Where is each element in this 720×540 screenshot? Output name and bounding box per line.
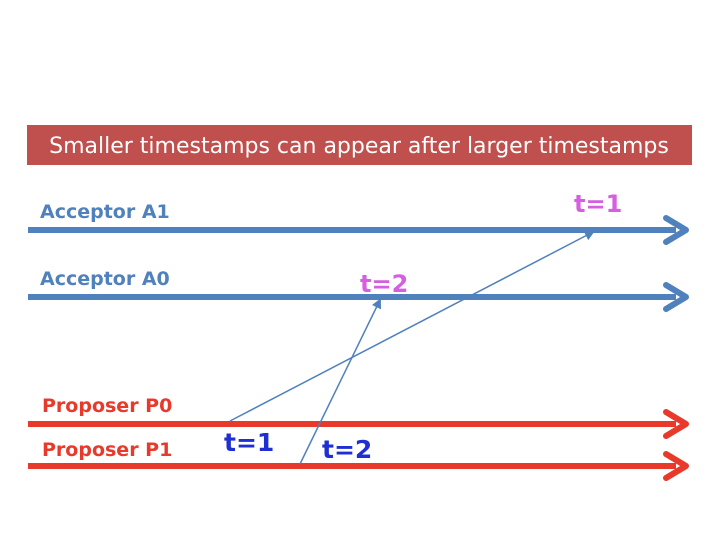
banner-text: Smaller timestamps can appear after larg…	[49, 134, 669, 159]
received-timestamp-a0: t=2	[360, 270, 408, 298]
arrowhead-proposer-p0	[663, 409, 689, 439]
banner: Smaller timestamps can appear after larg…	[27, 125, 692, 165]
banner-background	[27, 125, 692, 165]
message-p0-to-a1: t=1 t=1	[224, 190, 622, 457]
lane-label-acceptor-a1: Acceptor A1	[40, 201, 170, 223]
lane-label-proposer-p1: Proposer P1	[42, 439, 172, 461]
lane-label-proposer-p0: Proposer P0	[42, 395, 172, 417]
message-arrow-p0-to-a1	[229, 231, 595, 422]
sent-timestamp-p0: t=1	[224, 428, 274, 457]
arrowhead-acceptor-a1	[663, 215, 689, 245]
lane-label-acceptor-a0: Acceptor A0	[40, 268, 170, 290]
sent-timestamp-p1: t=2	[322, 435, 372, 464]
arrowhead-proposer-p1	[663, 451, 689, 481]
lane-proposer-p0: Proposer P0	[28, 395, 689, 439]
lane-acceptor-a1: Acceptor A1	[28, 201, 689, 245]
lane-acceptor-a0: Acceptor A0	[28, 268, 689, 312]
received-timestamp-a1: t=1	[574, 190, 622, 218]
message-arrow-p1-to-a0	[299, 298, 381, 465]
message-p1-to-a0: t=2 t=2	[299, 270, 408, 465]
lane-proposer-p1: Proposer P1	[28, 439, 689, 481]
arrowhead-acceptor-a0	[663, 282, 689, 312]
